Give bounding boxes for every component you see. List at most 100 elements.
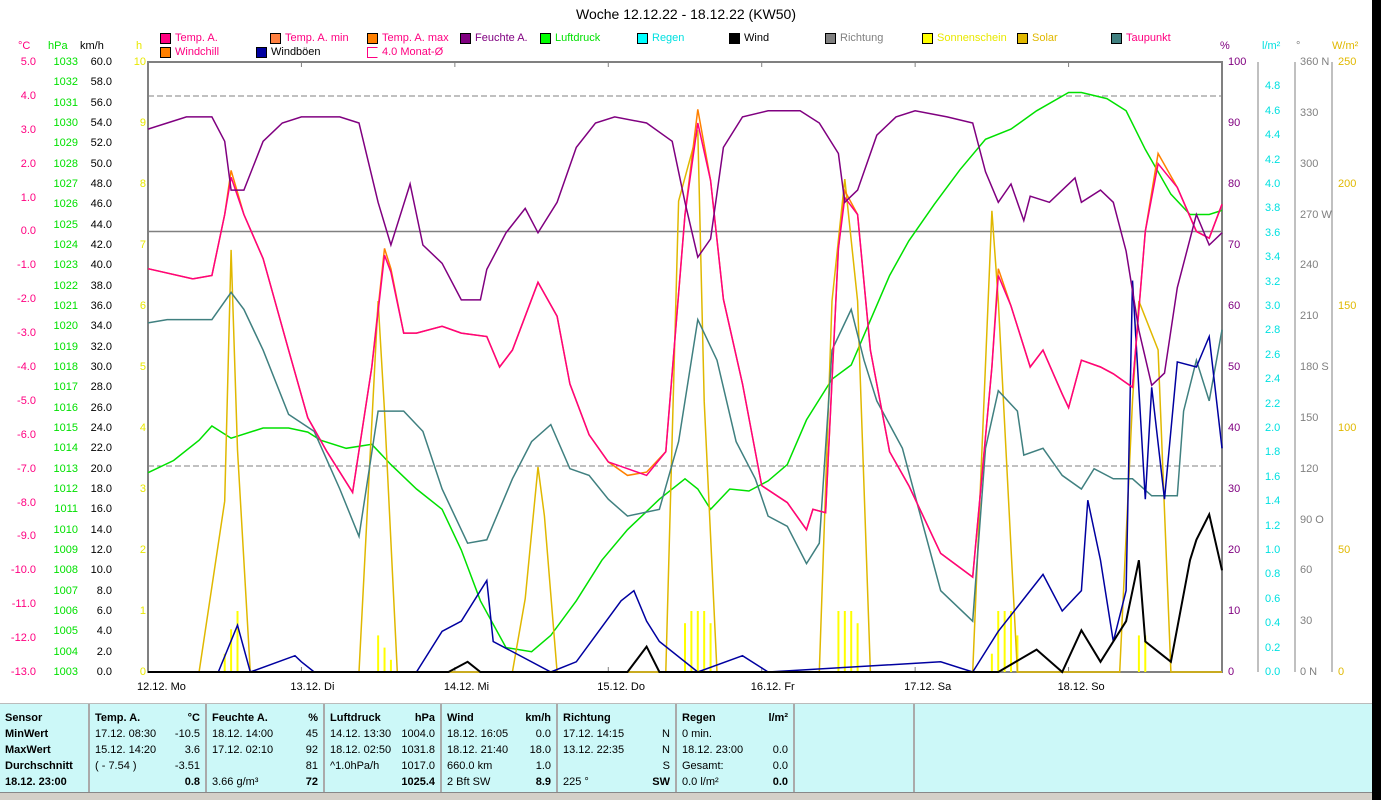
kmh-tick-label: 6.0 [96, 605, 112, 617]
rain-tick-label: 1.0 [1265, 544, 1281, 556]
legend-swatch [825, 32, 836, 44]
hpa-tick-label: 1019 [53, 340, 78, 353]
kmh-tick-label: 12.0 [90, 544, 112, 556]
kmh-tick-label: 44.0 [90, 218, 112, 231]
legend-label: Wind [744, 32, 770, 44]
col-hum: Feuchte A.% 18.12. 14:00 45 17.12. 02:10 92 8… [207, 704, 325, 793]
dir-tick-label: 150 [1300, 411, 1319, 424]
column-header: Temp. A. °C [95, 710, 200, 726]
col-empty [795, 704, 915, 793]
rain-tick-label: 1.8 [1265, 446, 1281, 459]
day-label: 12.12. Mo [137, 681, 186, 693]
legend-swatch [160, 32, 171, 44]
table-row: 660.0 km 1.0 [447, 758, 551, 774]
legend-swatch [1017, 32, 1028, 44]
header: Sensor [5, 712, 43, 724]
rain-tick-label: 4.0 [1265, 178, 1281, 190]
legend-label: Windchill [175, 46, 220, 58]
hpa-tick-label: 1014 [53, 442, 78, 455]
plot-frame [147, 61, 1223, 673]
rain-tick-label: 2.4 [1265, 373, 1281, 386]
pct-tick-label: 20 [1228, 544, 1241, 556]
pct-tick-label: 80 [1228, 178, 1241, 190]
legend-item: Regen [637, 32, 684, 44]
rain-tick-label: 4.4 [1265, 129, 1281, 142]
rain-tick-label: 3.2 [1265, 275, 1281, 288]
rain-tick-label: 2.8 [1265, 324, 1281, 337]
table-row: 17.12. 08:30 -10.5 [95, 726, 200, 742]
temp-tick-label: 5.0 [20, 56, 36, 68]
cell-value: 8.9 [535, 776, 551, 788]
cell-value: S [662, 760, 670, 772]
pct-tick-label: 50 [1228, 361, 1241, 373]
rain-tick-label: 0.8 [1265, 568, 1281, 581]
kmh-tick-label: 30.0 [90, 361, 112, 373]
col-rain: Regen l/m² 0 min. 18.12. 23:00 0.0 Gesamt: 0.0… [677, 704, 795, 793]
rain-tick-label: 0.2 [1265, 641, 1281, 654]
status-bar [0, 792, 1372, 800]
legend-item: Temp. A. [160, 32, 218, 44]
hours-tick-label: 1 [139, 605, 146, 617]
kmh-tick-label: 20.0 [90, 462, 112, 475]
solar-unit-label: W/m² [1332, 40, 1359, 52]
table-row: Gesamt: 0.0 [682, 758, 788, 774]
hpa-tick-label: 1029 [53, 137, 78, 150]
table-row: 18.12. 14:00 45 [212, 726, 318, 742]
hpa-tick-label: 1027 [53, 178, 78, 190]
header-unit: % [308, 712, 318, 724]
table-row: 18.12. 02:50 1031.8 [330, 742, 435, 758]
cell-value: 92 [305, 744, 318, 756]
hpa-unit-label: hPa [48, 40, 68, 52]
table-row: 3.66 g/m³ 72 [212, 774, 318, 790]
legend-label: Windböen [271, 46, 321, 58]
column-header: Luftdruck hPa [330, 710, 435, 726]
legend-swatch [922, 32, 933, 44]
temp-tick-label: -13.0 [10, 666, 36, 678]
cell-label: Gesamt: [682, 760, 724, 772]
header-label: Luftdruck [330, 712, 381, 724]
temp-tick-label: -6.0 [17, 428, 36, 441]
day-label: 16.12. Fr [750, 681, 795, 693]
row-label: 18.12. 23:00 [5, 776, 67, 788]
table-row: 18.12. 21:40 18.0 [447, 742, 551, 758]
col-press: Luftdruck hPa 14.12. 13:30 1004.0 18.12. 02:… [325, 704, 442, 793]
legend-swatch [367, 32, 378, 44]
day-label: 15.12. Do [597, 681, 645, 693]
legend-item: Temp. A. min [270, 32, 349, 44]
table-row: 14.12. 13:30 1004.0 [330, 726, 435, 742]
rain-tick-label: 0.4 [1265, 617, 1281, 630]
rain-tick-label: 4.8 [1265, 80, 1281, 93]
table-row: S [563, 758, 670, 774]
cell-label: 17.12. 08:30 [95, 728, 157, 740]
legend-label: Taupunkt [1126, 32, 1171, 44]
cell-value: SW [652, 776, 670, 788]
column-header: Feuchte A.% [212, 710, 318, 726]
cell-label: 18.12. 21:40 [447, 744, 509, 756]
cell-label: ^1.0hPa/h [330, 760, 380, 772]
hours-tick-label: 10 [133, 56, 146, 68]
dir-tick-label: 0 N [1300, 666, 1318, 678]
dir-tick-label: 360 N [1300, 56, 1330, 68]
day-label: 18.12. So [1057, 681, 1105, 693]
legend-item: Temp. A. max [367, 32, 449, 44]
rain-tick-label: 1.6 [1265, 470, 1281, 483]
cell-value: 45 [305, 728, 318, 740]
kmh-tick-label: 4.0 [96, 625, 112, 638]
kmh-tick-label: 2.0 [96, 645, 112, 658]
hpa-tick-label: 1025 [53, 218, 78, 231]
cell-label: 3.66 g/m³ [212, 776, 259, 788]
legend-swatch [1111, 32, 1122, 44]
hpa-tick-label: 1022 [53, 279, 78, 292]
hpa-tick-label: 1015 [53, 422, 78, 434]
temp-tick-label: 3.0 [20, 123, 36, 136]
rain-tick-label: 1.2 [1265, 519, 1281, 532]
header-label: Regen [682, 712, 716, 724]
temp-tick-label: -1.0 [17, 259, 36, 272]
hpa-tick-label: 1016 [53, 401, 78, 414]
solar-tick-label: 50 [1338, 544, 1351, 556]
legend-item: Wind [729, 32, 769, 44]
legend-swatch [637, 32, 648, 44]
legend-item: 4.0 Monat-Ø [367, 46, 443, 58]
hpa-tick-label: 1010 [53, 523, 78, 536]
